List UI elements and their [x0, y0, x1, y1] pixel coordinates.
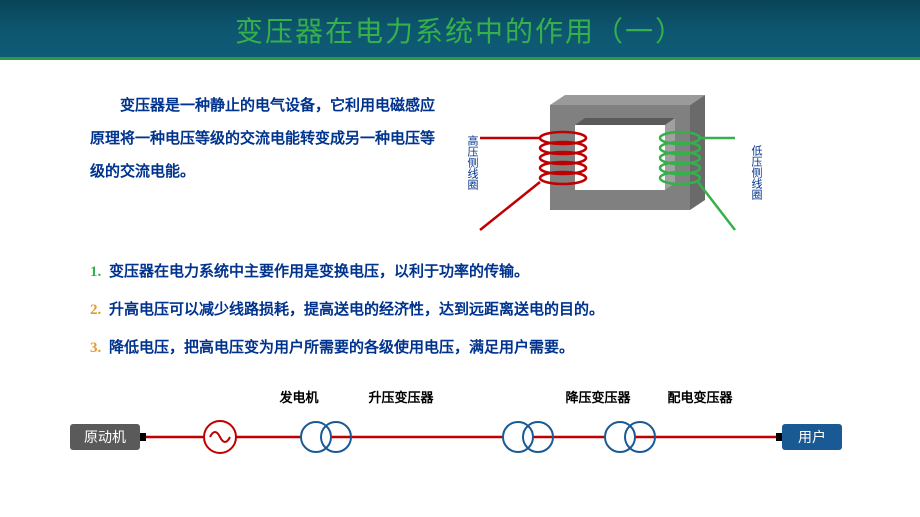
chain-label-stepdown: 降压变压器 — [547, 387, 649, 406]
slide-title: 变压器在电力系统中的作用（一） — [235, 10, 685, 50]
title-bar: 变压器在电力系统中的作用（一） — [0, 0, 920, 60]
bullet-2-num: 2. — [90, 302, 101, 318]
lv-coil-label: 低压侧线圈 — [748, 145, 764, 200]
hv-coil-label: 高压侧线圈 — [464, 135, 480, 190]
bullet-1-text: 变压器在电力系统中主要作用是变换电压，以利于功率的传输。 — [109, 264, 529, 280]
bullet-list: 1. 变压器在电力系统中主要作用是变换电压，以利于功率的传输。 2. 升高电压可… — [90, 260, 840, 360]
generator-icon — [204, 421, 236, 453]
power-chain-diagram: 发电机 升压变压器 降压变压器 配电变压器 原动机 — [60, 387, 860, 467]
chain-label-dist: 配电变压器 — [649, 387, 751, 406]
user-box-text: 用户 — [798, 429, 826, 446]
bullet-3: 3. 降低电压，把高电压变为用户所需要的各级使用电压，满足用户需要。 — [90, 336, 840, 360]
transformer-diagram: 高压侧线圈 低压侧线圈 — [470, 90, 750, 240]
bullet-2-text: 升高电压可以减少线路损耗，提高送电的经济性，达到远距离送电的目的。 — [109, 302, 604, 318]
bullet-1-num: 1. — [90, 264, 101, 280]
bullet-1: 1. 变压器在电力系统中主要作用是变换电压，以利于功率的传输。 — [90, 260, 840, 284]
source-box-text: 原动机 — [84, 430, 126, 446]
bullet-3-text: 降低电压，把高电压变为用户所需要的各级使用电压，满足用户需要。 — [109, 340, 574, 356]
content-area: 变压器是一种静止的电气设备，它利用电磁感应原理将一种电压等级的交流电能转变成另一… — [0, 60, 920, 360]
chain-label-stepup: 升压变压器 — [350, 387, 452, 406]
intro-paragraph: 变压器是一种静止的电气设备，它利用电磁感应原理将一种电压等级的交流电能转变成另一… — [90, 90, 440, 240]
bullet-3-num: 3. — [90, 340, 101, 356]
chain-label-generator: 发电机 — [248, 387, 350, 406]
bullet-2: 2. 升高电压可以减少线路损耗，提高送电的经济性，达到远距离送电的目的。 — [90, 298, 840, 322]
